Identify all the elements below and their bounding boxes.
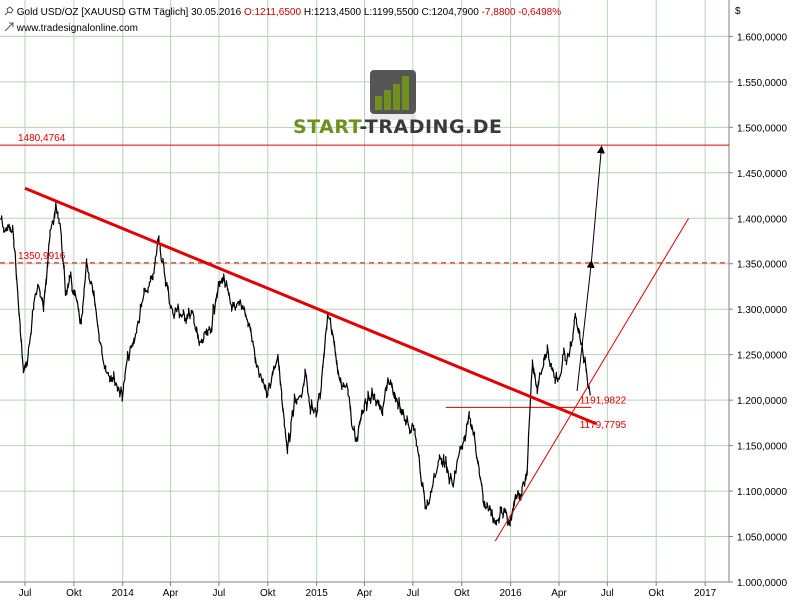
y-tick-label: 1.450,0000 bbox=[737, 169, 787, 180]
y-tick-label: 1.500,0000 bbox=[737, 123, 787, 134]
x-tick-label: Okt bbox=[454, 588, 470, 599]
chart-settings-icon[interactable] bbox=[4, 6, 14, 16]
start-trading-logo: START-TRADING.DE bbox=[293, 116, 503, 138]
open-value: O:1211,6500 bbox=[243, 7, 302, 18]
x-tick-label: Jul bbox=[213, 588, 226, 599]
x-tick-label: 2017 bbox=[694, 588, 717, 599]
projection-arrow bbox=[590, 145, 605, 262]
change-value: -7,8800 bbox=[481, 7, 516, 18]
close-value: C:1204,7900 bbox=[421, 7, 479, 18]
period: Täglich] bbox=[153, 7, 189, 18]
x-tick-label: Jul bbox=[601, 588, 614, 599]
trendline-label: 1179,7795 bbox=[580, 420, 627, 431]
logo-text-start: START bbox=[293, 116, 360, 138]
currency-label: $ bbox=[735, 6, 741, 17]
trend-overlays bbox=[24, 145, 690, 542]
x-tick-label: Apr bbox=[551, 588, 567, 599]
y-tick-label: 1.250,0000 bbox=[737, 351, 787, 362]
source-line: www.tradesignalonline.com bbox=[4, 21, 138, 34]
instrument-name: Gold USD/OZ [XAUUSD GTM bbox=[16, 7, 151, 18]
x-tick-label: Okt bbox=[260, 588, 276, 599]
start-trading-logo-icon bbox=[370, 70, 416, 120]
downtrend-line bbox=[24, 186, 597, 426]
x-tick-label: Jul bbox=[19, 588, 32, 599]
annotation-labels: 1480,4764 1350,9916 1191,9822 1179,7795 bbox=[18, 133, 627, 431]
annotations bbox=[0, 144, 729, 408]
level-label: 1350,9916 bbox=[18, 251, 66, 262]
x-axis-ticks: Jul Okt 2014 Apr Jul Okt 2015 Apr Jul Okt 2016 Apr J… bbox=[19, 582, 717, 599]
logo-text-trading: TRADING.DE bbox=[364, 116, 503, 138]
y-tick-label: 1.000,0000 bbox=[737, 578, 787, 589]
level-label: 1191,9822 bbox=[580, 395, 627, 406]
source-icon bbox=[4, 22, 14, 32]
y-tick-label: 1.200,0000 bbox=[737, 396, 787, 407]
y-tick-label: 1.150,0000 bbox=[737, 442, 787, 453]
x-tick-label: 2014 bbox=[112, 588, 135, 599]
x-tick-label: Apr bbox=[163, 588, 179, 599]
y-tick-label: 1.350,0000 bbox=[737, 260, 787, 271]
price-series bbox=[0, 201, 591, 527]
y-tick-label: 1.300,0000 bbox=[737, 305, 787, 316]
price-line bbox=[0, 201, 591, 527]
y-tick-label: 1.100,0000 bbox=[737, 487, 787, 498]
x-tick-label: Okt bbox=[66, 588, 82, 599]
grid bbox=[0, 0, 729, 583]
x-tick-label: 2016 bbox=[499, 588, 522, 599]
y-axis-ticks: 1.600,0000 1.550,0000 1.500,0000 1.450,0000… bbox=[729, 32, 787, 589]
logo-text-dash: - bbox=[359, 116, 365, 138]
change-pct-value: -0,6498% bbox=[518, 7, 562, 18]
uptrend-line bbox=[494, 217, 690, 542]
y-tick-label: 1.400,0000 bbox=[737, 214, 787, 225]
high-value: H:1213,4500 bbox=[303, 7, 362, 18]
y-tick-label: 1.550,0000 bbox=[737, 78, 787, 89]
projection-arrow bbox=[576, 259, 595, 392]
level-label: 1480,4764 bbox=[18, 133, 66, 144]
low-value: L:1199,5500 bbox=[363, 7, 419, 18]
y-tick-label: 1.600,0000 bbox=[737, 32, 787, 43]
x-tick-label: Jul bbox=[406, 588, 419, 599]
x-tick-label: Okt bbox=[648, 588, 664, 599]
x-tick-label: Apr bbox=[357, 588, 373, 599]
y-tick-label: 1.050,0000 bbox=[737, 533, 787, 544]
x-tick-label: 2015 bbox=[306, 588, 329, 599]
quote-date: 30.05.2016 bbox=[191, 7, 242, 18]
source-url: www.tradesignalonline.com bbox=[16, 23, 138, 34]
chart-header: Gold USD/OZ [XAUUSD GTM Täglich] 30.05.2… bbox=[4, 5, 561, 18]
